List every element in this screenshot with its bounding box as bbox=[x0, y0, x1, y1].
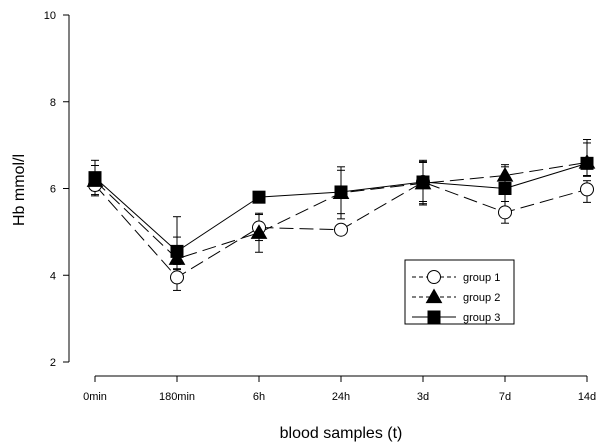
series-layer bbox=[86, 138, 596, 291]
series-3-markers bbox=[88, 156, 594, 258]
legend-marker bbox=[427, 270, 441, 284]
legend-label: group 1 bbox=[463, 272, 500, 284]
legend-marker bbox=[425, 288, 443, 304]
legend-box bbox=[404, 259, 515, 325]
y-tick-label: 4 bbox=[50, 270, 56, 282]
y-ticks: 2 4 6 8 10 bbox=[44, 10, 69, 369]
x-tick-label: 3d bbox=[417, 391, 429, 403]
x-tick-label: 6h bbox=[253, 391, 265, 403]
data-point bbox=[416, 175, 430, 189]
x-axis-title: blood samples (t) bbox=[280, 425, 403, 442]
x-tick-label: 7d bbox=[499, 391, 511, 403]
data-point bbox=[334, 185, 348, 199]
data-point bbox=[498, 205, 512, 220]
data-point bbox=[334, 222, 348, 237]
legend-marker bbox=[427, 310, 441, 324]
x-tick-label: 24h bbox=[332, 391, 350, 403]
data-point bbox=[496, 166, 514, 182]
legend: group 1 group 2 group 3 bbox=[404, 259, 515, 325]
data-point bbox=[498, 182, 512, 195]
data-point bbox=[170, 270, 184, 285]
data-point bbox=[580, 156, 594, 170]
data-point bbox=[88, 171, 102, 185]
y-tick-label: 6 bbox=[50, 184, 56, 196]
x-tick-label: 0min bbox=[83, 391, 107, 403]
data-point bbox=[170, 244, 184, 258]
x-tick-label: 180min bbox=[159, 391, 195, 403]
data-point bbox=[250, 224, 268, 239]
legend-label: group 3 bbox=[463, 312, 500, 324]
y-axis-title: Hb mmol/l bbox=[11, 154, 28, 226]
x-ticks: 0min 180min 6h 24h 3d 7d 14d bbox=[83, 376, 596, 403]
series-3 bbox=[91, 138, 591, 270]
y-tick-label: 10 bbox=[44, 10, 56, 22]
y-tick-label: 2 bbox=[50, 357, 56, 369]
data-point bbox=[580, 182, 594, 197]
y-tick-label: 8 bbox=[50, 97, 56, 109]
legend-label: group 2 bbox=[463, 292, 500, 304]
x-tick-label: 14d bbox=[578, 391, 596, 403]
data-point bbox=[252, 190, 266, 204]
